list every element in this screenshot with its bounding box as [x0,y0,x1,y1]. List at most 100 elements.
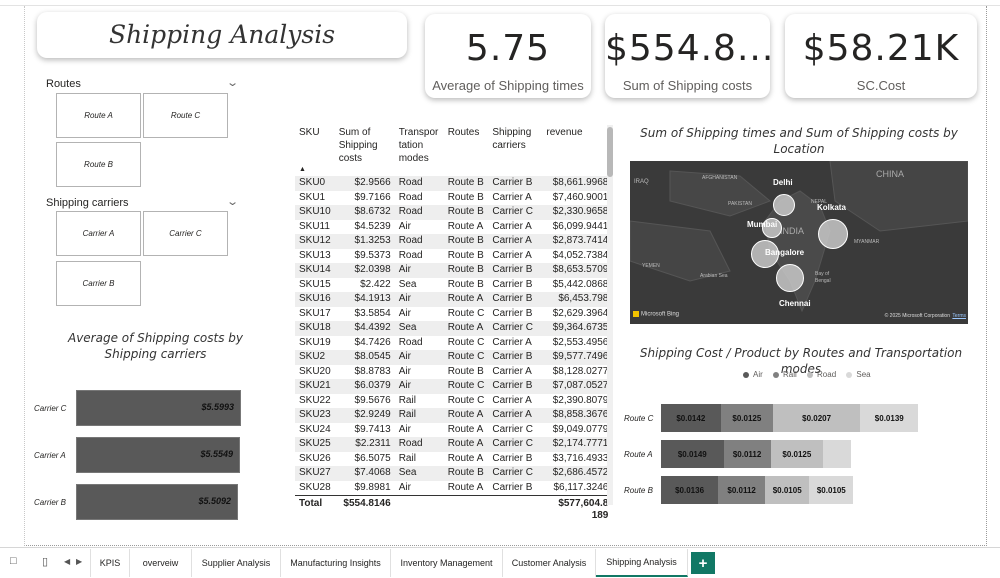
tab-supplier-analysis[interactable]: Supplier Analysis [192,549,281,577]
stacked-segment-sea[interactable]: $0.0139 [860,404,919,432]
stacked-segment-sea[interactable]: $0.0105 [809,476,854,504]
table-row[interactable]: SKU1 $9.7166 Road Route B Carrier A $7,460.90… [295,191,612,206]
slicer-tile-carrier-a[interactable]: Carrier A [56,211,141,256]
table-row[interactable]: SKU24 $9.7413 Air Route A Carrier C $9,049.07… [295,423,612,438]
table-cell: Carrier B [492,307,533,319]
column-header[interactable]: Transpor tation modes [398,127,439,164]
stacked-segment-rail[interactable]: $0.0112 [723,440,771,468]
table-row[interactable]: SKU21 $6.0379 Air Route C Carrier B $7,087.05… [295,379,613,394]
tab-manufacturing-insights[interactable]: Manufacturing Insights [281,549,391,577]
table-row[interactable]: SKU11 $4.5239 Air Route A Carrier A $6,099.94… [295,220,612,235]
column-header[interactable]: revenue [546,127,583,138]
table-row[interactable]: SKU15 $2.422 Sea Route B Carrier B $5,442.086… [295,278,612,293]
kpi-card-avg-shipping-times[interactable]: 5.75 Average of Shipping times [425,14,591,98]
table-row[interactable]: SKU28 $9.8981 Air Route A Carrier B $6,117.32… [295,481,612,496]
stacked-segment-air[interactable]: $0.0136 [661,476,719,504]
table-row[interactable]: SKU27 $7.4068 Sea Route B Carrier C $2,686.45… [295,466,613,481]
table-cell: $9,364.6735 [542,321,613,336]
chevron-down-icon[interactable]: ⌄ [226,196,240,208]
table-cell: $8,661.9968 [542,176,613,191]
legend-item[interactable]: Sea [846,370,874,379]
table-cell: $7.4068 [334,466,395,481]
slicer-tile-carrier-c[interactable]: Carrier C [143,211,228,256]
table-row[interactable]: SKU26 $6.5075 Rail Route A Carrier B $3,716.4… [295,452,612,467]
map-bubble-kolkata[interactable] [818,219,848,249]
stacked-segment-road[interactable]: $0.0207 [773,404,861,432]
prev-page-icon[interactable]: ◀ [64,557,71,566]
stacked-segment-rail[interactable]: $0.0112 [718,476,766,504]
table-cell: SKU10 [295,205,335,220]
sku-table[interactable]: SKU Sum of Shipping costs Transpor tatio… [295,125,613,522]
kpi-card-sum-shipping-costs[interactable]: $554.8... Sum of Shipping costs [605,14,770,98]
table-row[interactable]: SKU12 $1.3253 Road Route B Carrier A $2,873.7… [295,234,613,249]
map-bubble-delhi[interactable] [773,194,795,216]
table-row[interactable]: SKU23 $2.9249 Rail Route A Carrier A $8,858.3… [295,408,613,423]
stacked-segment-road[interactable]: $0.0105 [765,476,810,504]
table-cell: Route A [443,437,489,452]
location-map[interactable]: IRAQ AFGHANISTAN PAKISTAN NEPAL CHINA MY… [630,161,968,324]
table-cell: Route A [443,292,489,307]
table-row[interactable]: SKU0 $2.9566 Road Route B Carrier B $8,661.99… [295,176,613,191]
bar[interactable]: $5.5092 [76,484,238,520]
chevron-down-icon[interactable]: ⌄ [226,77,240,89]
table-cell: Route A [447,481,484,493]
mobile-view-icon[interactable]: ▯ [42,556,49,568]
tab-overveiw[interactable]: overveiw [130,549,192,577]
legend-item[interactable]: Air [743,370,767,379]
table-cell: SKU13 [299,249,331,261]
map-bubble-chennai[interactable] [776,264,804,292]
kpi-card-sc-cost[interactable]: $58.21K SC.Cost [785,14,977,98]
stacked-segment-sea[interactable] [823,440,851,468]
table-cell: $9.7166 [354,191,391,203]
sort-arrow-icon[interactable]: ▲ [299,166,306,173]
legend-item[interactable]: Road [807,370,840,379]
tab-customer-analysis[interactable]: Customer Analysis [503,549,596,577]
table-row[interactable]: SKU20 $8.8783 Air Route B Carrier A $8,128.02… [295,365,612,380]
map-bubble-bangalore[interactable] [751,240,779,268]
map-region-label: MYANMAR [854,239,880,245]
bar[interactable]: $5.5993 [76,390,241,426]
bar-chart-title: Average of Shipping costs by Shipping ca… [67,331,244,361]
stacked-segment-air[interactable]: $0.0149 [661,440,724,468]
table-row[interactable]: SKU25 $2.2311 Road Route A Carrier C $2,174.7… [295,437,613,452]
table-row[interactable]: SKU13 $9.5373 Road Route B Carrier A $4,052.7… [295,249,612,264]
table-row[interactable]: SKU16 $4.1913 Air Route A Carrier B $6,453.79… [295,292,613,307]
slicer-tile-route-b[interactable]: Route B [56,142,141,187]
next-page-icon[interactable]: ▶ [76,557,83,566]
table-row[interactable]: SKU17 $3.5854 Air Route C Carrier B $2,629.39… [295,307,612,322]
table-cell: SKU25 [295,437,335,452]
table-row[interactable]: SKU2 $8.0545 Air Route C Carrier B $9,577.749… [295,350,613,365]
map-terms-link[interactable]: Terms [952,313,966,319]
stacked-segment-air[interactable]: $0.0142 [661,404,721,432]
table-row[interactable]: SKU19 $4.7426 Road Route C Carrier A $2,553.4… [295,336,612,351]
slicer-tile-route-c[interactable]: Route C [143,93,228,138]
column-header[interactable]: Routes [447,127,480,138]
column-header[interactable]: SKU [299,127,320,138]
table-cell: $6,099.9441 [552,220,609,232]
slicer-tile-route-a[interactable]: Route A [56,93,141,138]
tab-shipping-analysis[interactable]: Shipping Analysis [596,549,688,577]
table-row[interactable]: SKU14 $2.0398 Air Route B Carrier B $8,653.57… [295,263,613,278]
stacked-segment-road[interactable]: $0.0125 [770,440,824,468]
bar[interactable]: $5.5549 [76,437,240,473]
table-cell: Carrier B [492,452,533,464]
table-row[interactable]: SKU10 $8.6732 Road Route B Carrier C $2,330.9… [295,205,613,220]
stacked-segment-rail[interactable]: $0.0125 [720,404,774,432]
table-row[interactable]: SKU22 $9.5676 Rail Route C Carrier A $2,390.8… [295,394,612,409]
legend-item[interactable]: Rail [773,370,801,379]
column-header[interactable]: Sum of Shipping costs [338,127,378,164]
table-cell: Road [398,336,423,348]
tab-kpis[interactable]: KPIS [90,549,130,577]
column-header[interactable]: Shipping carriers [492,127,532,151]
table-row[interactable]: SKU18 $4.4392 Sea Route A Carrier C $9,364.67… [295,321,613,336]
table-cell: SKU1 [299,191,326,203]
table-cell: $4.5239 [354,220,391,232]
tab-inventory-management[interactable]: Inventory Management [391,549,503,577]
bar-label: Carrier B [34,498,67,507]
table-scrollbar-thumb[interactable] [607,127,613,177]
table-scrollbar[interactable] [607,125,613,505]
add-page-button[interactable]: + [691,552,715,574]
slicer-tile-carrier-b[interactable]: Carrier B [56,261,141,306]
desktop-view-icon[interactable]: □ [10,555,17,567]
map-bubble-mumbai[interactable] [762,218,782,238]
